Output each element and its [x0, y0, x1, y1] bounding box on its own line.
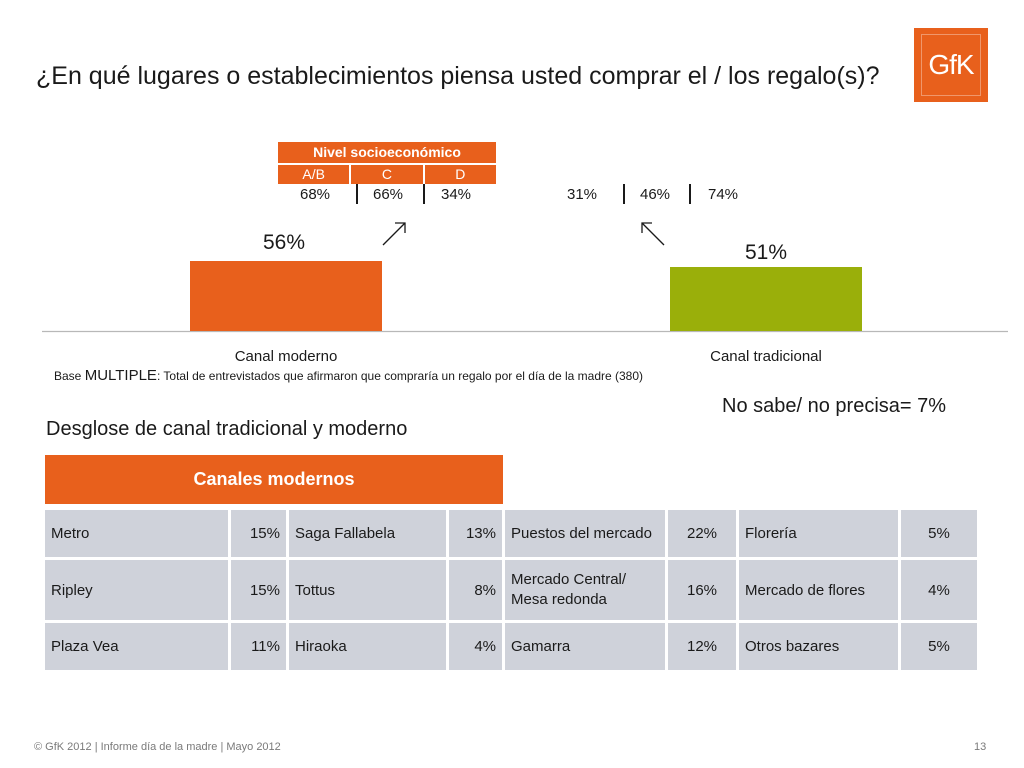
arrow-up-right-icon — [382, 222, 406, 246]
nse-col-c: C — [351, 165, 423, 184]
table-row: Plaza Vea 11% Hiraoka 4% Gamarra 12% Otr… — [45, 623, 977, 670]
table-cell: 5% — [901, 623, 977, 670]
page-title: ¿En qué lugares o establecimientos piens… — [36, 62, 880, 90]
table-cell: Otros bazares — [739, 623, 898, 670]
table-cell: Puestos del mercado — [505, 510, 665, 557]
nse-tradicional-c: 46% — [640, 186, 671, 203]
footer-text: © GfK 2012 | Informe día de la madre | M… — [34, 741, 281, 753]
table-cell: Gamarra — [505, 623, 665, 670]
nse-moderno-ab: 68% — [300, 186, 331, 203]
separator — [423, 184, 425, 204]
nse-moderno-c: 66% — [373, 186, 404, 203]
table-cell: 15% — [231, 510, 286, 557]
table-cell: 16% — [668, 560, 736, 620]
page-number: 13 — [974, 741, 987, 753]
table-cell: Saga Fallabela — [289, 510, 446, 557]
base-text: : Total de entrevistados que afirmaron q… — [156, 369, 644, 383]
data-label: 51% — [745, 241, 787, 264]
table-cell: Hiraoka — [289, 623, 446, 670]
arrow-up-left-icon — [641, 222, 665, 246]
table-cell: 8% — [449, 560, 502, 620]
table-cell: 4% — [449, 623, 502, 670]
gfk-logo: GfK — [914, 28, 988, 102]
section-title: Desglose de canal tradicional y moderno — [46, 418, 408, 440]
bar-canal-moderno — [190, 261, 382, 331]
table-cell: 4% — [901, 560, 977, 620]
table-cell: Plaza Vea — [45, 623, 228, 670]
modern-channels-header: Canales modernos — [45, 455, 503, 504]
table-cell: 22% — [668, 510, 736, 557]
table-cell: 11% — [231, 623, 286, 670]
category-label: Canal moderno — [235, 348, 338, 365]
table-cell: 15% — [231, 560, 286, 620]
separator — [623, 184, 625, 204]
table-cell: Tottus — [289, 560, 446, 620]
nse-col-d: D — [424, 165, 496, 184]
nse-legend: Nivel socioeconómico A/B C D — [278, 142, 496, 184]
table-row: Metro 15% Saga Fallabela 13% Puestos del… — [45, 510, 977, 557]
table-cell: 12% — [668, 623, 736, 670]
nse-tradicional-ab: 31% — [567, 186, 598, 203]
table-cell: Mercado Central/ Mesa redonda — [505, 560, 665, 620]
table-cell: 13% — [449, 510, 502, 557]
separator — [356, 184, 358, 204]
nse-moderno-d: 34% — [441, 186, 472, 203]
separator — [689, 184, 691, 204]
base-note: Base MULTIPLE: Total de entrevistados qu… — [54, 367, 643, 384]
table-cell: Ripley — [45, 560, 228, 620]
table-cell: Florería — [739, 510, 898, 557]
table-cell: 5% — [901, 510, 977, 557]
channels-table: Metro 15% Saga Fallabela 13% Puestos del… — [42, 507, 980, 673]
category-label: Canal tradicional — [710, 348, 822, 365]
data-label: 56% — [263, 231, 305, 254]
base-prefix: Base — [54, 369, 82, 383]
nse-tradicional-d: 74% — [708, 186, 739, 203]
table-cell: Mercado de flores — [739, 560, 898, 620]
table-cell: Metro — [45, 510, 228, 557]
bar-canal-tradicional — [670, 267, 862, 331]
bar-chart: 56% Canal moderno 51% Canal tradicional — [42, 222, 1008, 365]
no-sabe-note: No sabe/ no precisa= 7% — [722, 395, 947, 417]
base-strong: MULTIPLE — [84, 367, 157, 384]
nse-col-ab: A/B — [278, 165, 350, 184]
table-row: Ripley 15% Tottus 8% Mercado Central/ Me… — [45, 560, 977, 620]
nse-header: Nivel socioeconómico — [278, 142, 496, 163]
